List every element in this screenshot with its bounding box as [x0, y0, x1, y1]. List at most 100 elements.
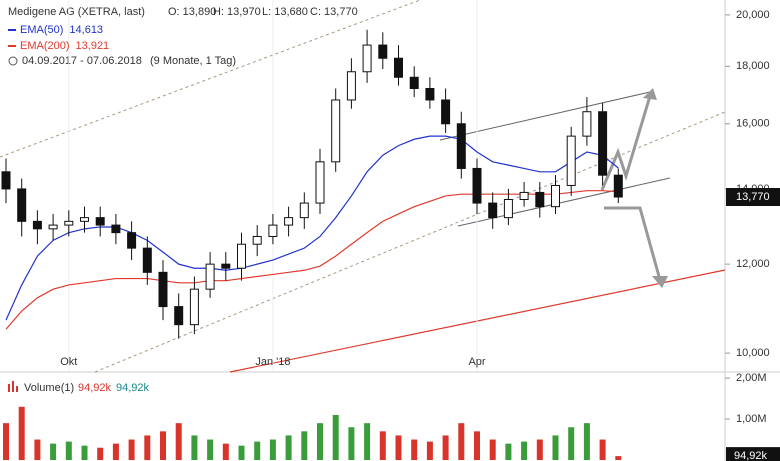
ema-line [5, 190, 619, 330]
candle-body [315, 161, 325, 204]
quote: H: 13,970 [213, 6, 261, 18]
volume-bar [207, 439, 214, 460]
candle-body [127, 232, 137, 249]
volume-tag-label: 94,92k [734, 450, 768, 461]
price-tag-label: 13,770 [736, 191, 770, 203]
candle-body [331, 99, 341, 163]
volume-bar [254, 441, 261, 460]
candle-body [17, 188, 27, 222]
volume-bar [536, 439, 543, 460]
candle-body [519, 191, 529, 200]
candle-body [80, 217, 89, 222]
candle-body [237, 243, 246, 269]
y-tick-label: 18,000 [736, 60, 770, 72]
volume-bar [568, 427, 575, 460]
y-tick-label: 20,000 [736, 9, 770, 21]
candle-body [158, 271, 168, 308]
volume-bar [128, 439, 135, 460]
candle-body [111, 224, 121, 234]
volume-bar [285, 435, 292, 460]
candle-body [598, 111, 608, 176]
volume-bar [395, 435, 402, 460]
period: (9 Monate, 1 Tag) [150, 55, 236, 67]
quote: O: 13,890 [168, 6, 216, 18]
volume-tag [726, 447, 780, 461]
quote: C: 13,770 [310, 6, 358, 18]
volume-title: Volume(1) [24, 382, 74, 394]
volume-bar [411, 439, 418, 460]
candle-body [252, 235, 262, 245]
candle-body [48, 224, 58, 230]
volume-bar [144, 435, 151, 460]
candle-body [378, 44, 388, 59]
volume-bar [112, 443, 119, 460]
candle-body [566, 135, 576, 186]
ema-line [5, 135, 619, 321]
volume-bar [348, 427, 355, 460]
candle-body [535, 191, 545, 208]
header: Medigene AG (XETRA, last) O: 13,890 H: 1… [8, 6, 358, 394]
volume-bar [599, 439, 606, 460]
volume-bar [521, 441, 528, 460]
candle-body [95, 217, 105, 226]
x-tick-label: Jan '18 [255, 356, 290, 368]
candle-body [205, 263, 215, 290]
arrow-head [643, 88, 657, 100]
volume-bar [458, 423, 465, 460]
arrow [604, 206, 662, 281]
candle-body [582, 111, 592, 137]
legend-value: 14,613 [69, 24, 103, 36]
volume-value: 94,92k [78, 382, 112, 394]
y-tick-label: 16,000 [736, 118, 770, 130]
chart-title: Medigene AG (XETRA, last) [8, 6, 145, 18]
candle-body [551, 184, 560, 208]
y-tick-label: 12,000 [736, 258, 770, 270]
volume-bar [34, 439, 41, 460]
x-tick-label: Okt [60, 356, 77, 368]
volume-bar [426, 441, 433, 460]
volume-bar [222, 443, 229, 460]
candle-body [221, 263, 231, 269]
candle-body [488, 202, 498, 219]
volume-bar [18, 406, 25, 460]
y-tick-label: 1,00M [736, 413, 767, 425]
arrow [600, 95, 652, 191]
candle-body [174, 306, 184, 326]
volume-bar [379, 431, 386, 460]
candle-body [362, 44, 372, 73]
legend-name: EMA(200) [20, 40, 70, 52]
candle-body [142, 247, 152, 273]
candle-body [613, 174, 623, 198]
volume-value: 94,92k [116, 382, 150, 394]
volume-bar [269, 439, 276, 460]
candle-body [32, 220, 42, 230]
clock-icon [8, 56, 18, 66]
volume-bar [489, 439, 496, 460]
volume-bar [364, 423, 371, 460]
volume-bar [552, 435, 559, 460]
volume-bar [81, 445, 88, 460]
price-tag [726, 188, 780, 207]
volume-bar [301, 431, 308, 460]
volume-bar [3, 423, 9, 460]
candle-body [425, 87, 435, 101]
volume-bar [474, 431, 480, 460]
candle-body [284, 217, 294, 226]
volume-bar [332, 414, 339, 460]
legend-name: EMA(50) [20, 24, 63, 36]
trend-line [0, 0, 421, 158]
volume-bar [583, 423, 590, 460]
candle-body [64, 220, 74, 226]
volume-bar [160, 431, 166, 460]
candle-body [394, 57, 403, 78]
candle-body [456, 123, 466, 169]
volume-bar [238, 445, 245, 460]
volume-bar [505, 443, 512, 460]
volume-bar [97, 447, 104, 460]
arrow-head [652, 276, 668, 288]
volume-bar [442, 435, 449, 460]
candle-body [503, 198, 513, 219]
channel-line [439, 91, 651, 141]
date-range: 04.09.2017 - 07.06.2018 [22, 55, 142, 67]
